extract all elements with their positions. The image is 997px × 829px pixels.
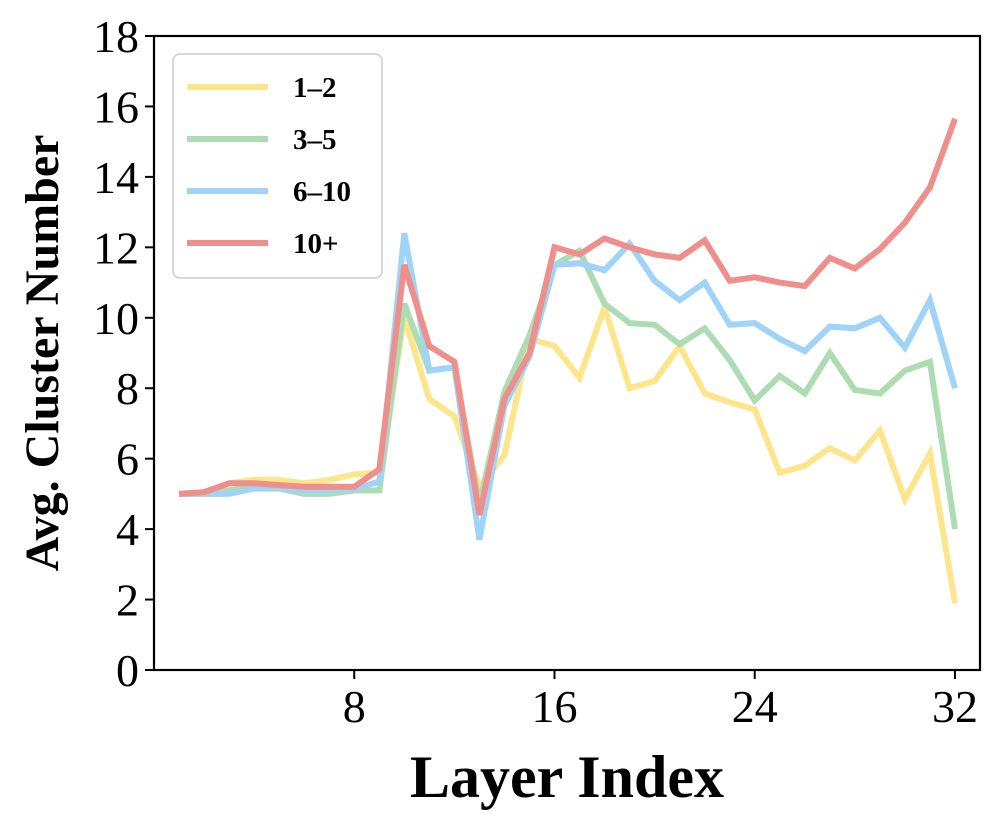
y-axis-label: Avg. Cluster Number [16,135,69,572]
x-axis-label: Layer Index [410,744,724,810]
legend: 1–2 3–5 6–10 10+ [172,53,383,279]
legend-label: 6–10 [293,176,351,208]
y-tick-label: 4 [116,504,139,555]
y-tick-label: 0 [116,645,139,696]
y-tick-label: 2 [116,575,139,626]
y-tick-label: 6 [116,434,139,485]
y-tick-label: 16 [93,81,139,132]
x-tick-label: 8 [343,681,366,732]
legend-label: 3–5 [293,124,337,156]
legend-label: 1–2 [293,72,337,104]
legend-frame [172,53,383,279]
legend-label: 10+ [293,228,339,260]
y-tick-label: 14 [93,152,139,203]
x-tick-label: 32 [932,681,978,732]
plot-frame [152,34,982,672]
x-tick-label: 24 [732,681,778,732]
series-lines [178,117,958,604]
x-tick-label: 16 [531,681,577,732]
series-line [178,117,958,516]
y-tick-label: 18 [93,11,139,62]
y-tick-label: 10 [93,293,139,344]
y-tick-label: 8 [116,363,139,414]
series-line [179,232,958,541]
series-line [179,246,958,530]
y-tick-label: 12 [93,222,139,273]
series-line [178,297,958,604]
